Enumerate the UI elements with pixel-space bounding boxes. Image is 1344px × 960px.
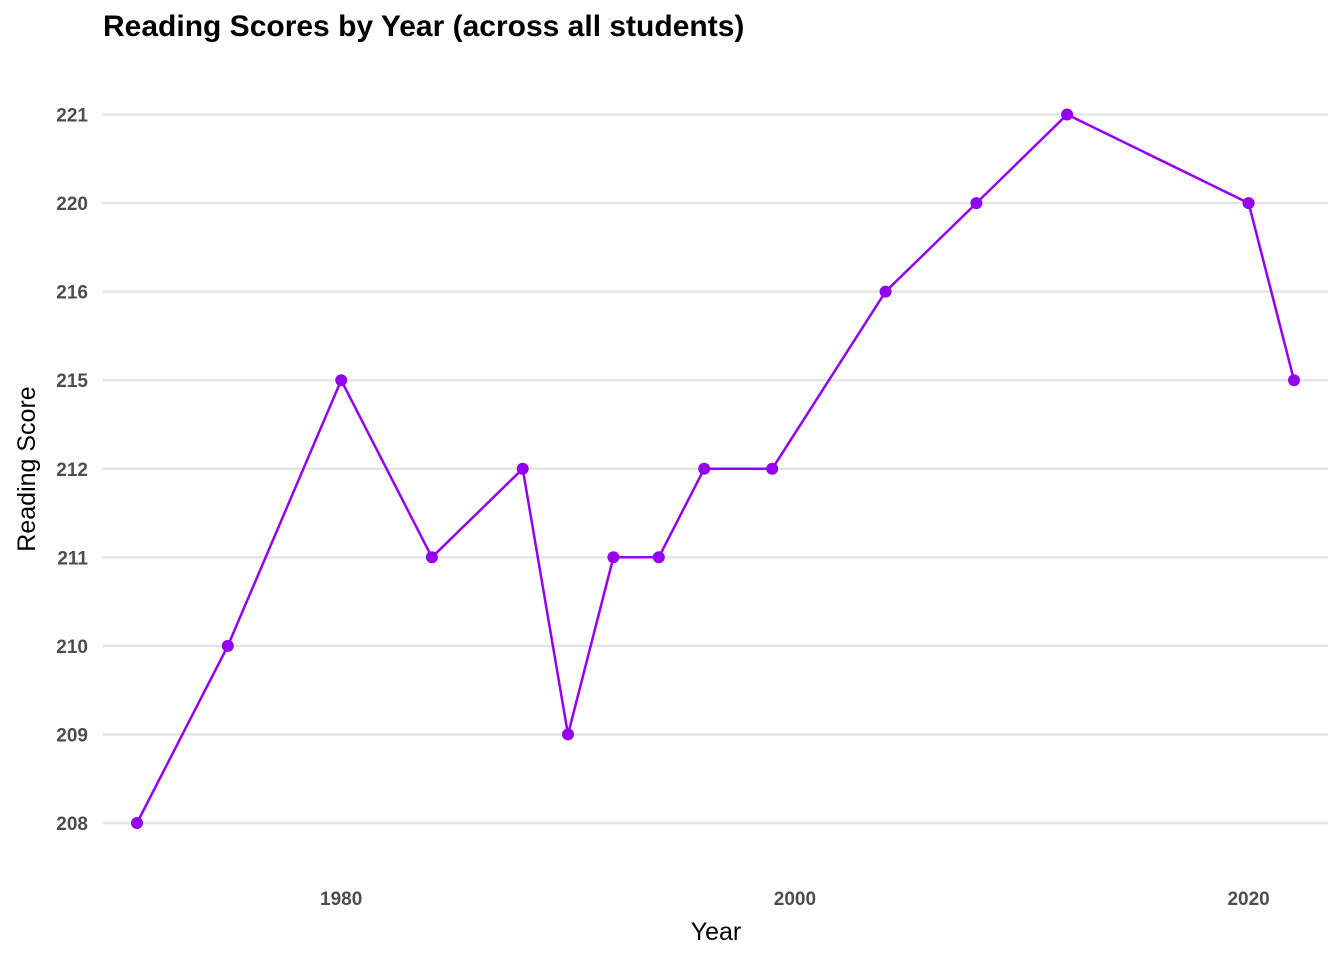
y-axis-title: Reading Score xyxy=(13,386,41,551)
data-point-1994 xyxy=(652,551,665,564)
y-tick-label: 221 xyxy=(56,106,88,127)
data-point-1975 xyxy=(221,639,234,652)
data-point-2008 xyxy=(970,197,983,210)
x-axis-title: Year xyxy=(691,918,742,946)
data-point-1990 xyxy=(562,728,574,741)
y-tick-label: 215 xyxy=(56,371,88,392)
data-point-2012 xyxy=(1061,108,1074,121)
data-point-2004 xyxy=(879,285,892,298)
chart-title: Reading Scores by Year (across all stude… xyxy=(103,10,745,43)
data-point-1999 xyxy=(766,462,779,475)
x-tick-label: 1980 xyxy=(320,889,362,910)
data-point-1992 xyxy=(607,551,620,564)
y-tick-label: 212 xyxy=(56,460,88,481)
y-tick-label: 208 xyxy=(56,814,88,835)
x-axis-ticks: 1980 2000 2020 xyxy=(320,889,1270,910)
data-point-1971 xyxy=(131,817,143,829)
y-tick-label: 216 xyxy=(56,283,88,304)
y-tick-label: 209 xyxy=(56,725,88,746)
data-point-1988 xyxy=(516,462,529,475)
y-tick-label: 220 xyxy=(56,194,88,215)
y-tick-label: 211 xyxy=(57,548,88,569)
series-layer xyxy=(131,108,1300,829)
data-point-2022 xyxy=(1288,374,1300,387)
data-point-1984 xyxy=(425,551,438,564)
data-point-1980 xyxy=(335,374,348,387)
y-axis-ticks: 208 209 210 211 212 215 216 220 221 xyxy=(56,106,88,836)
x-tick-label: 2020 xyxy=(1227,889,1269,910)
data-point-1996 xyxy=(698,462,711,475)
x-tick-label: 2000 xyxy=(774,889,816,910)
y-tick-label: 210 xyxy=(56,637,88,658)
gridlines xyxy=(103,113,1328,825)
data-point-2020 xyxy=(1242,197,1255,210)
